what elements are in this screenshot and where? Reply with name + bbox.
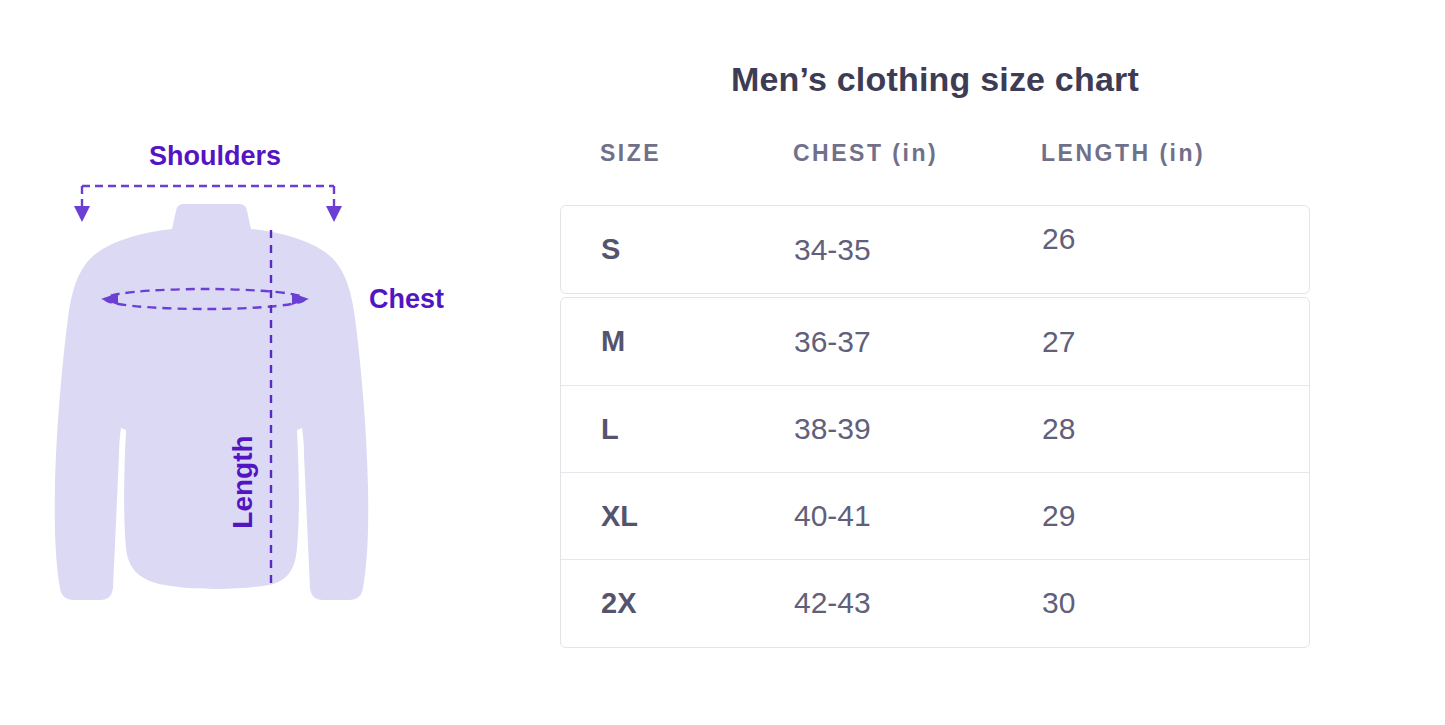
shirt-illustration (0, 0, 480, 680)
cell-size: L (601, 413, 794, 446)
page-title: Men’s clothing size chart (560, 60, 1310, 99)
table-row: XL 40-41 29 (561, 472, 1309, 559)
column-header-length: LENGTH (in) (1041, 140, 1310, 167)
cell-length: 28 (1042, 412, 1309, 446)
shoulders-arrow-left-icon (74, 206, 90, 222)
shoulders-arrow-right-icon (326, 206, 342, 222)
shoulders-label: Shoulders (149, 143, 281, 170)
shirt-shape (55, 204, 369, 600)
cell-length: 26 (1042, 222, 1309, 256)
table-card-size-s: S 34-35 26 (560, 205, 1310, 294)
cell-chest: 40-41 (794, 499, 1042, 533)
cell-size: M (601, 325, 794, 358)
length-label: Length (229, 435, 257, 528)
chest-label: Chest (369, 286, 444, 313)
cell-chest: 34-35 (794, 233, 1042, 267)
cell-size: 2X (601, 587, 794, 620)
cell-chest: 38-39 (794, 412, 1042, 446)
table-card-sizes-m-2x: M 36-37 27 L 38-39 28 XL 40-41 29 2X 42-… (560, 297, 1310, 648)
table-row: 2X 42-43 30 (561, 559, 1309, 646)
size-chart-page: Shoulders Chest Length Men’s clothing si… (0, 0, 1445, 725)
shoulders-bracket (82, 186, 334, 206)
cell-chest: 36-37 (794, 325, 1042, 359)
table-row: M 36-37 27 (561, 298, 1309, 385)
cell-chest: 42-43 (794, 586, 1042, 620)
column-header-chest: CHEST (in) (793, 140, 1041, 167)
table-row: L 38-39 28 (561, 385, 1309, 472)
cell-length: 29 (1042, 499, 1309, 533)
cell-size: S (601, 233, 794, 266)
table-header-row: SIZE CHEST (in) LENGTH (in) (560, 140, 1310, 166)
cell-size: XL (601, 500, 794, 533)
column-header-size: SIZE (600, 140, 793, 167)
table-row: S 34-35 26 (561, 206, 1309, 293)
cell-length: 30 (1042, 586, 1309, 620)
cell-length: 27 (1042, 325, 1309, 359)
